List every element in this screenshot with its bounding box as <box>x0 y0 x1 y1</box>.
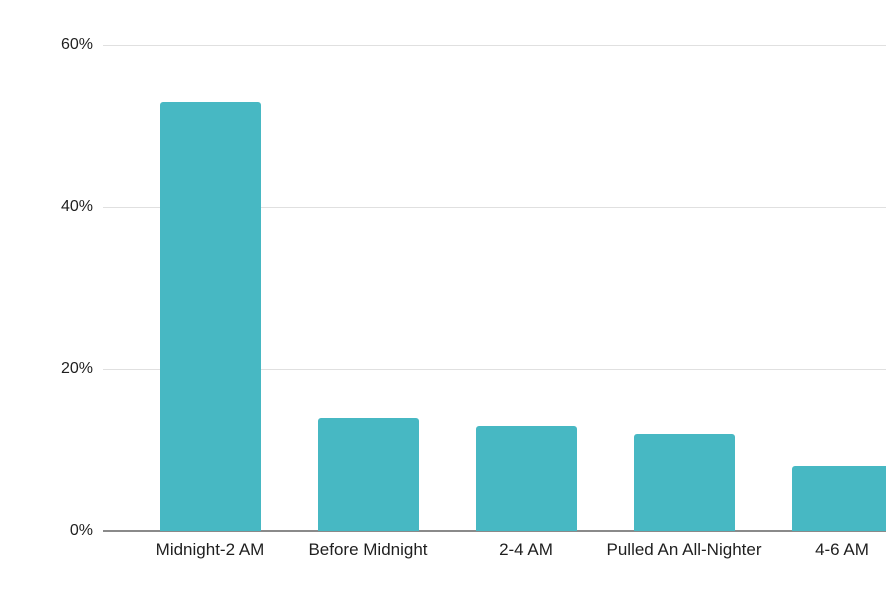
bar-chart: 0% 20% 40% 60% Midnight-2 AM Before Midnight… <box>40 16 886 575</box>
bar-4-6-am <box>792 466 886 531</box>
bar-pulled-an-all-nighter <box>634 434 735 531</box>
bar-2-4-am <box>476 426 577 531</box>
y-tick-label: 40% <box>40 197 93 217</box>
x-tick-label: Pulled An All-Nighter <box>607 540 762 560</box>
y-tick-label: 20% <box>40 359 93 379</box>
bar-before-midnight <box>318 418 419 531</box>
y-tick-label: 60% <box>40 35 93 55</box>
gridline-60% <box>103 45 886 46</box>
x-tick-label: Midnight-2 AM <box>156 540 265 560</box>
x-tick-label: 4-6 AM <box>815 540 869 560</box>
x-tick-label: Before Midnight <box>308 540 427 560</box>
x-tick-label: 2-4 AM <box>499 540 553 560</box>
bar-midnight-2-am <box>160 102 261 531</box>
y-tick-label: 0% <box>40 521 93 541</box>
